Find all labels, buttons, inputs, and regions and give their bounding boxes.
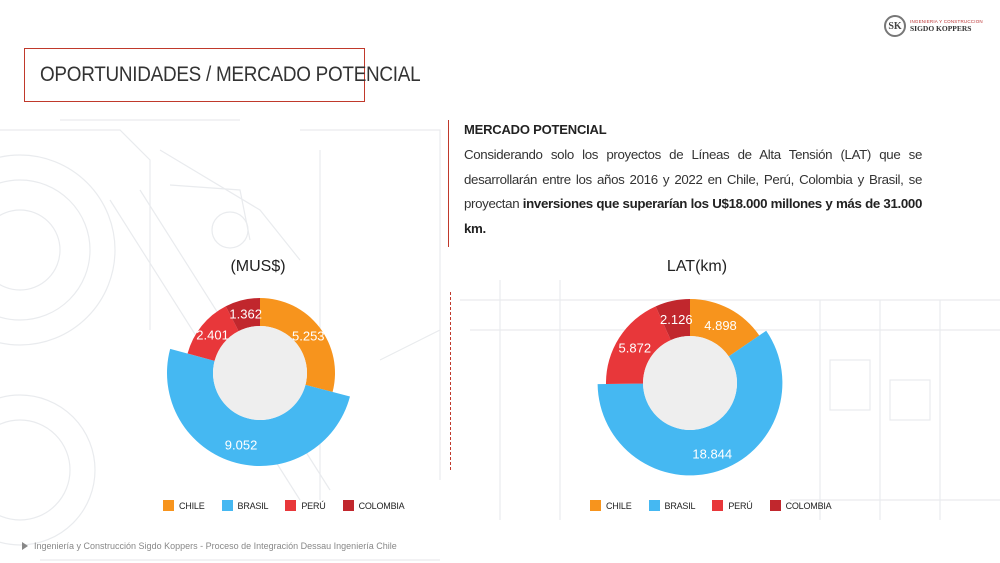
legend-item-peru: PERÚ	[712, 500, 753, 511]
slice-colombia	[655, 299, 690, 341]
legend-item-chile: CHILE	[590, 500, 632, 511]
data-label-peru: 2.401	[196, 328, 229, 343]
text-body-bold: inversiones que superarían los U$18.000 …	[464, 196, 922, 236]
chart-title-lat: LAT(km)	[666, 258, 728, 275]
legend-swatch	[285, 500, 297, 511]
legend-item-peru: PERÚ	[285, 500, 326, 511]
legend-label: PERÚ	[728, 500, 753, 511]
slice-chile	[260, 298, 335, 392]
logo-subtitle: INGENIERIA Y CONSTRUCCION	[910, 18, 983, 24]
logo-name: SIGDO KOPPERS	[910, 24, 972, 33]
data-label-brasil: 18.844	[692, 446, 732, 461]
data-label-chile: 5.253	[292, 329, 325, 344]
text-body: Considerando solo los proyectos de Línea…	[464, 143, 922, 241]
slice-brasil	[597, 330, 783, 476]
data-label-brasil: 9.052	[225, 438, 258, 453]
company-logo: SK INGENIERIA Y CONSTRUCCION SIGDO KOPPE…	[884, 14, 984, 38]
legend-swatch	[221, 500, 233, 511]
market-text-block: MERCADO POTENCIAL Considerando solo los …	[448, 120, 922, 247]
legend-lat: CHILE BRASIL PERÚ COLOMBIA	[590, 500, 848, 511]
data-label-chile: 4.898	[704, 318, 737, 333]
donut-hole	[213, 326, 307, 420]
slide-title: OPORTUNIDADES / MERCADO POTENCIAL	[40, 63, 421, 86]
legend-swatch	[648, 500, 660, 511]
slice-chile	[690, 299, 760, 357]
footer-text: Ingeniería y Construcción Sigdo Koppers …	[34, 541, 397, 551]
legend-mus: CHILE BRASIL PERÚ COLOMBIA	[163, 500, 421, 511]
legend-swatch	[163, 500, 174, 511]
vertical-divider	[450, 292, 451, 470]
legend-label: BRASIL	[237, 500, 269, 511]
legend-swatch	[590, 500, 601, 511]
data-label-peru: 5.872	[619, 341, 652, 356]
chart-title-mus: (MUS$)	[230, 258, 286, 275]
legend-label: CHILE	[606, 500, 632, 511]
legend-label: COLOMBIA	[785, 500, 832, 511]
legend-item-chile: CHILE	[163, 500, 205, 511]
data-label-colombia: 2.126	[660, 312, 693, 327]
donut-hole	[643, 336, 737, 430]
slide-title-box: OPORTUNIDADES / MERCADO POTENCIAL	[24, 48, 421, 102]
text-body-plain: Considerando solo los proyectos de Línea…	[464, 147, 922, 211]
legend-item-brasil: BRASIL	[648, 500, 696, 511]
text-heading: MERCADO POTENCIAL	[464, 122, 607, 137]
legend-swatch	[342, 500, 354, 511]
legend-item-colombia: COLOMBIA	[769, 500, 832, 511]
slice-peru	[187, 306, 239, 361]
slice-peru	[606, 306, 671, 385]
footer: Ingeniería y Construcción Sigdo Koppers …	[22, 541, 397, 551]
legend-label: COLOMBIA	[358, 500, 405, 511]
legend-label: BRASIL	[664, 500, 696, 511]
legend-label: PERÚ	[301, 500, 326, 511]
slice-brasil	[167, 348, 350, 466]
legend-swatch	[769, 500, 781, 511]
data-label-colombia: 1.362	[229, 307, 262, 322]
slice-colombia	[225, 298, 260, 332]
legend-label: CHILE	[179, 500, 205, 511]
legend-swatch	[712, 500, 724, 511]
legend-item-brasil: BRASIL	[221, 500, 269, 511]
footer-arrow-icon	[22, 542, 28, 550]
legend-item-colombia: COLOMBIA	[342, 500, 405, 511]
logo-mark: SK	[884, 15, 906, 37]
